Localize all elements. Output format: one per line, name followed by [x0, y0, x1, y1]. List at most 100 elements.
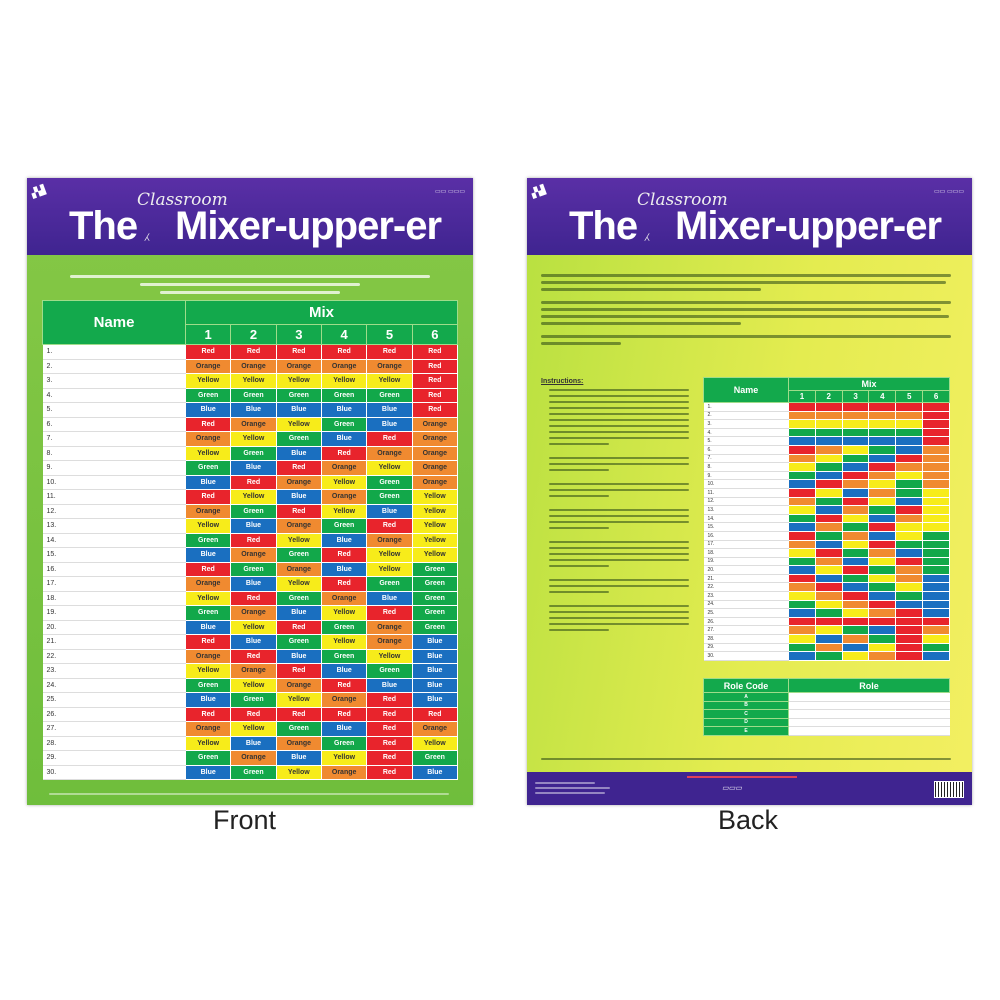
- group-cell: Blue: [320, 561, 368, 577]
- name-entry-cell[interactable]: 13.: [42, 518, 186, 534]
- name-entry-cell[interactable]: 6.: [703, 445, 789, 455]
- name-entry-cell[interactable]: 11.: [703, 488, 789, 498]
- name-entry-cell[interactable]: 8.: [42, 446, 186, 461]
- row-number: 21.: [707, 575, 715, 582]
- group-cell: Orange: [320, 460, 368, 476]
- name-entry-cell[interactable]: 12.: [703, 497, 789, 507]
- row-number: 21.: [46, 638, 57, 646]
- name-entry-cell[interactable]: 17.: [703, 540, 789, 550]
- role-entry-cell[interactable]: [788, 718, 950, 727]
- group-cell: Blue: [411, 764, 459, 780]
- name-entry-cell[interactable]: 4.: [42, 388, 186, 403]
- barcode-icon: [934, 781, 964, 798]
- name-entry-cell[interactable]: 15.: [42, 547, 186, 563]
- group-cell: [895, 539, 924, 550]
- name-entry-cell[interactable]: 21.: [703, 574, 789, 584]
- name-entry-cell[interactable]: 19.: [703, 557, 789, 567]
- name-entry-cell[interactable]: 4.: [703, 428, 789, 438]
- name-header: Name: [703, 377, 789, 403]
- name-entry-cell[interactable]: 16.: [42, 562, 186, 577]
- name-entry-cell[interactable]: 5.: [42, 402, 186, 418]
- group-cell: Red: [230, 706, 277, 722]
- name-entry-cell[interactable]: 25.: [703, 608, 789, 618]
- name-entry-cell[interactable]: 26.: [703, 617, 789, 627]
- role-entry-cell[interactable]: [788, 709, 950, 719]
- instruction-line: [549, 611, 689, 613]
- role-code-cell: E: [703, 726, 789, 736]
- name-entry-cell[interactable]: 18.: [703, 548, 789, 558]
- name-entry-cell[interactable]: 16.: [703, 531, 789, 541]
- name-entry-cell[interactable]: 9.: [42, 460, 186, 476]
- name-entry-cell[interactable]: 29.: [703, 643, 789, 653]
- group-cell: Orange: [184, 648, 232, 664]
- group-cell: Orange: [411, 416, 459, 432]
- role-entry-cell[interactable]: [788, 701, 950, 710]
- name-entry-cell[interactable]: 22.: [703, 582, 789, 593]
- name-entry-cell[interactable]: 19.: [42, 605, 186, 621]
- name-entry-cell[interactable]: 20.: [42, 620, 186, 635]
- name-entry-cell[interactable]: 20.: [703, 565, 789, 575]
- name-entry-cell[interactable]: 24.: [42, 678, 186, 693]
- row-number: 5.: [707, 438, 712, 445]
- group-cell: Yellow: [366, 648, 413, 664]
- group-cell: Yellow: [366, 561, 413, 577]
- name-entry-cell[interactable]: 25.: [42, 692, 186, 708]
- name-entry-cell[interactable]: 13.: [703, 505, 789, 515]
- group-cell: [841, 470, 870, 481]
- name-entry-cell[interactable]: 12.: [42, 504, 186, 519]
- group-cell: [868, 582, 897, 593]
- name-entry-cell[interactable]: 7.: [42, 431, 186, 447]
- name-entry-cell[interactable]: 8.: [703, 462, 789, 472]
- name-entry-cell[interactable]: 10.: [42, 475, 186, 490]
- instruction-line: [549, 401, 689, 403]
- name-entry-cell[interactable]: 23.: [42, 663, 186, 679]
- name-entry-cell[interactable]: 5.: [703, 436, 789, 446]
- name-entry-cell[interactable]: 3.: [703, 419, 789, 429]
- name-entry-cell[interactable]: 2.: [703, 411, 789, 421]
- role-entry-cell[interactable]: [788, 692, 950, 702]
- role-header: Role: [788, 678, 950, 693]
- name-entry-cell[interactable]: 14.: [42, 533, 186, 548]
- name-entry-cell[interactable]: 18.: [42, 591, 186, 606]
- table-row: 3.: [703, 419, 950, 429]
- name-entry-cell[interactable]: 26.: [42, 707, 186, 722]
- group-cell: [788, 651, 816, 661]
- name-entry-cell[interactable]: 21.: [42, 634, 186, 650]
- name-entry-cell[interactable]: 22.: [42, 649, 186, 664]
- row-number: 13.: [46, 522, 57, 530]
- name-entry-cell[interactable]: 6.: [42, 417, 186, 432]
- name-entry-cell[interactable]: 30.: [42, 765, 186, 780]
- name-entry-cell[interactable]: 27.: [42, 721, 186, 737]
- name-entry-cell[interactable]: 7.: [703, 454, 789, 464]
- group-cell: [922, 573, 950, 584]
- group-cell: [922, 479, 950, 489]
- name-entry-cell[interactable]: 24.: [703, 600, 789, 610]
- name-entry-cell[interactable]: 3.: [42, 373, 186, 389]
- name-entry-cell[interactable]: 1.: [703, 402, 789, 412]
- name-entry-cell[interactable]: 14.: [703, 514, 789, 524]
- title-main: Mixer-upper-er: [675, 204, 942, 248]
- group-cell: [841, 548, 870, 558]
- table-row: 26.: [703, 616, 950, 627]
- group-cell: [895, 556, 924, 567]
- name-entry-cell[interactable]: 23.: [703, 591, 789, 601]
- row-number: 25.: [707, 610, 715, 617]
- group-cell: Orange: [230, 416, 277, 432]
- name-entry-cell[interactable]: 11.: [42, 489, 186, 505]
- name-entry-cell[interactable]: 9.: [703, 471, 789, 481]
- group-cell: [868, 402, 897, 412]
- name-entry-cell[interactable]: 1.: [42, 344, 186, 360]
- name-entry-cell[interactable]: 29.: [42, 750, 186, 766]
- role-entry-cell[interactable]: [788, 726, 950, 736]
- name-entry-cell[interactable]: 2.: [42, 359, 186, 374]
- instruction-line: [549, 425, 689, 427]
- name-entry-cell[interactable]: 27.: [703, 625, 789, 636]
- name-entry-cell[interactable]: 30.: [703, 651, 789, 661]
- name-entry-cell[interactable]: 15.: [703, 522, 789, 532]
- name-entry-cell[interactable]: 17.: [42, 576, 186, 592]
- group-cell: Green: [275, 634, 322, 650]
- name-entry-cell[interactable]: 28.: [703, 634, 789, 644]
- name-entry-cell[interactable]: 10.: [703, 479, 789, 489]
- name-entry-cell[interactable]: 28.: [42, 736, 186, 751]
- group-cell: Yellow: [275, 692, 322, 708]
